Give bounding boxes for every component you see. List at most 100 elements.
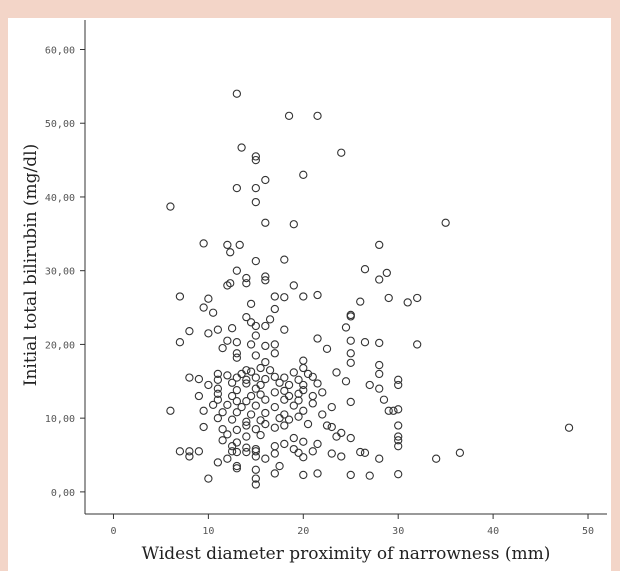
scatter-point	[242, 397, 251, 406]
scatter-point	[346, 349, 355, 358]
scatter-point	[394, 380, 403, 390]
scatter-point	[223, 336, 232, 345]
scatter-point	[242, 443, 251, 452]
scatter-point	[194, 374, 204, 384]
x-axis-title: Widest diameter proximity of narrowness …	[142, 544, 551, 564]
scatter-point	[365, 471, 374, 480]
scatter-point	[232, 349, 242, 358]
scatter-point	[232, 425, 242, 435]
scatter-point	[227, 391, 237, 401]
scatter-point	[185, 452, 194, 461]
scatter-point	[235, 240, 244, 250]
scatter-point	[275, 413, 284, 423]
scatter-point	[251, 331, 260, 340]
scatter-point	[251, 152, 260, 161]
scatter-point	[337, 428, 346, 438]
scatter-point	[284, 391, 294, 401]
scatter-point	[294, 396, 303, 405]
scatter-point	[299, 170, 308, 179]
scatter-point	[213, 458, 223, 467]
scatter-point	[251, 452, 260, 461]
scatter-point	[270, 388, 279, 397]
scatter-point	[384, 293, 393, 303]
scatter-point	[199, 422, 208, 432]
scatter-point	[232, 373, 242, 382]
scatter-point	[251, 480, 260, 489]
scatter-point	[346, 397, 355, 407]
y-axis-title: Initial total bilirubin (mg/dl)	[21, 144, 41, 386]
scatter-point	[332, 368, 341, 377]
scatter-point	[261, 408, 270, 418]
scatter-point	[232, 338, 242, 347]
y-tick-label: 10,00	[45, 414, 75, 425]
scatter-point	[166, 202, 175, 211]
scatter-point	[237, 143, 246, 152]
scatter-point	[375, 275, 384, 284]
scatter-point	[227, 442, 237, 451]
scatter-point	[280, 325, 289, 334]
scatter-point	[313, 379, 322, 388]
scatter-point	[251, 373, 260, 382]
scatter-point	[261, 357, 270, 367]
scatter-point	[199, 406, 208, 415]
x-tick-label: 40	[487, 526, 499, 537]
scatter-point	[251, 321, 260, 331]
scatter-point	[261, 272, 270, 281]
scatter-point	[375, 360, 384, 370]
scatter-point	[270, 402, 279, 412]
scatter-point	[299, 356, 308, 365]
scatter-point	[256, 416, 265, 425]
scatter-point	[251, 401, 260, 410]
scatter-point	[175, 292, 185, 301]
scatter-point	[441, 218, 450, 227]
scatter-point	[270, 423, 279, 432]
scatter-point	[246, 318, 256, 327]
scatter-point	[213, 389, 223, 398]
scatter-point	[308, 447, 317, 456]
scatter-point	[261, 374, 270, 384]
scatter-point	[294, 375, 303, 384]
scatter-point	[275, 461, 284, 471]
scatter-point	[246, 367, 256, 376]
scatter-point	[389, 406, 398, 415]
scatter-point	[232, 89, 242, 98]
scatter-point	[375, 384, 384, 393]
scatter-point	[218, 408, 227, 417]
scatter-point	[261, 175, 270, 185]
x-tick-label: 10	[202, 526, 214, 537]
scatter-point	[166, 406, 175, 415]
scatter-point	[299, 406, 308, 415]
scatter-point	[394, 405, 403, 414]
scatter-point	[242, 421, 251, 430]
scatter-point	[246, 410, 256, 419]
scatter-point	[327, 402, 336, 412]
scatter-point	[242, 366, 251, 375]
scatter-point	[208, 308, 218, 317]
scatter-point	[227, 415, 237, 424]
data-points	[166, 89, 574, 489]
scatter-point	[223, 240, 232, 250]
scatter-point	[384, 406, 393, 415]
scatter-point	[232, 385, 242, 395]
scatter-point	[341, 323, 351, 332]
scatter-point	[270, 442, 279, 451]
scatter-point	[242, 379, 251, 388]
scatter-point	[308, 391, 317, 401]
scatter-point	[332, 432, 341, 441]
scatter-point	[261, 321, 270, 331]
scatter-point	[313, 439, 322, 449]
scatter-point	[455, 448, 465, 457]
scatter-point	[289, 281, 298, 290]
scatter-point	[204, 380, 213, 390]
scatter-point	[313, 334, 322, 343]
scatter-point	[213, 384, 223, 393]
x-tick-label: 0	[110, 526, 116, 537]
scatter-point	[226, 248, 235, 257]
scatter-point	[382, 268, 391, 278]
scatter-point	[299, 470, 308, 480]
scatter-point	[308, 372, 317, 382]
scatter-point	[341, 377, 351, 386]
y-tick-label: 0,00	[51, 488, 75, 499]
scatter-point	[394, 375, 403, 384]
scatter-point	[379, 395, 389, 404]
